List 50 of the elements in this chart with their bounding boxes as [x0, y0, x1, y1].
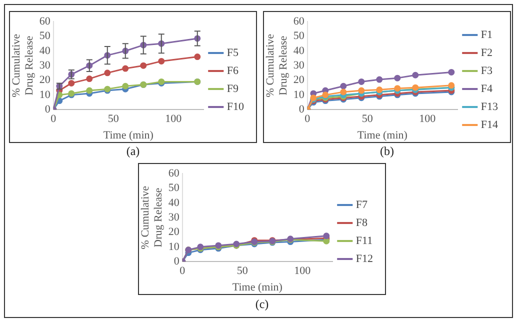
legend-label: F11: [356, 234, 373, 247]
y-axis-title: % Cumulative Drug Release: [10, 34, 36, 98]
y-axis-title: % Cumulative Drug Release: [264, 34, 290, 98]
y-tick-label: 60: [168, 167, 180, 180]
y-tick-label: 20: [293, 74, 305, 86]
y-tick-label: 20: [168, 226, 180, 238]
legend-label: F7: [356, 198, 368, 211]
legend-label: F5: [226, 46, 239, 59]
x-axis-title: Time (min): [357, 129, 408, 142]
legend-label: F3: [480, 64, 493, 77]
text: (c): [254, 297, 270, 312]
x-tick-label: 100: [165, 113, 182, 126]
x-tick-label: 50: [236, 265, 248, 278]
y-tick-label: 0: [174, 255, 180, 268]
y-tick-label: 20: [39, 74, 51, 86]
x-tick-label: 100: [294, 265, 312, 278]
y-tick-label: 40: [168, 196, 180, 209]
y-tick-label: 30: [168, 211, 180, 224]
x-tick-label: 100: [419, 113, 436, 126]
legend-label: F8: [356, 216, 368, 229]
y-tick-label: 50: [168, 182, 180, 194]
y-tick-label: 10: [168, 240, 180, 253]
legend-label: F6: [226, 64, 239, 77]
y-tick-label: 0: [44, 103, 51, 116]
text: (a): [125, 144, 141, 159]
y-tick-label: 50: [293, 30, 305, 42]
y-tick-label: 40: [293, 44, 305, 57]
y-tick-label: 10: [39, 88, 51, 101]
text: (b): [379, 144, 395, 159]
y-tick-label: 30: [293, 59, 305, 72]
legend-label: F12: [356, 252, 374, 265]
legend-label: F10: [226, 100, 244, 113]
y-tick-label: 60: [293, 15, 305, 28]
y-tick-label: 60: [39, 15, 51, 28]
y-tick-label: 50: [39, 30, 51, 42]
y-tick-label: 30: [39, 59, 51, 72]
y-tick-label: 40: [39, 44, 51, 57]
legend-label: F1: [480, 28, 493, 41]
legend-label: F14: [480, 118, 498, 131]
y-tick-label: 0: [298, 103, 305, 116]
legend-label: F2: [480, 46, 493, 59]
x-axis-title: Time (min): [103, 129, 154, 142]
y-tick-label: 10: [293, 88, 305, 101]
legend-label: F4: [480, 82, 493, 95]
x-axis-title: Time (min): [232, 281, 283, 294]
x-tick-label: 50: [362, 113, 374, 126]
y-axis-title: % Cumulative Drug Release: [139, 186, 165, 250]
legend-label: F9: [226, 82, 239, 95]
legend-label: F13: [480, 100, 498, 113]
x-tick-label: 50: [108, 113, 120, 126]
